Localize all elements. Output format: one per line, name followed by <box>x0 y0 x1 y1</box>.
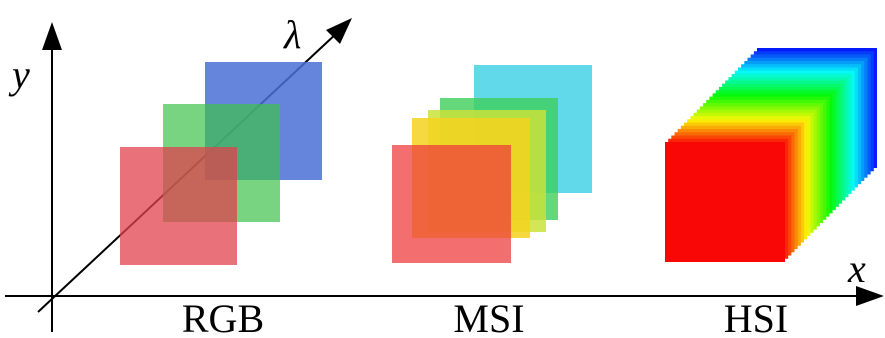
group-label: MSI <box>453 296 524 338</box>
group-label: HSI <box>724 296 788 338</box>
group-label: RGB <box>182 296 264 338</box>
group-labels: RGB MSI HSI <box>182 296 788 338</box>
hsi-band <box>665 142 785 262</box>
red-band <box>392 145 511 263</box>
msi-stack <box>392 65 592 263</box>
x-label: x <box>847 246 866 291</box>
rgb-stack <box>120 62 322 265</box>
lambda-label: λ <box>283 12 301 57</box>
y-arrowhead <box>42 22 62 50</box>
y-label: y <box>8 52 30 97</box>
red-band <box>120 147 237 265</box>
hsi-cube <box>665 48 877 262</box>
diagram: y λ x RGB MSI HSI <box>0 0 885 338</box>
